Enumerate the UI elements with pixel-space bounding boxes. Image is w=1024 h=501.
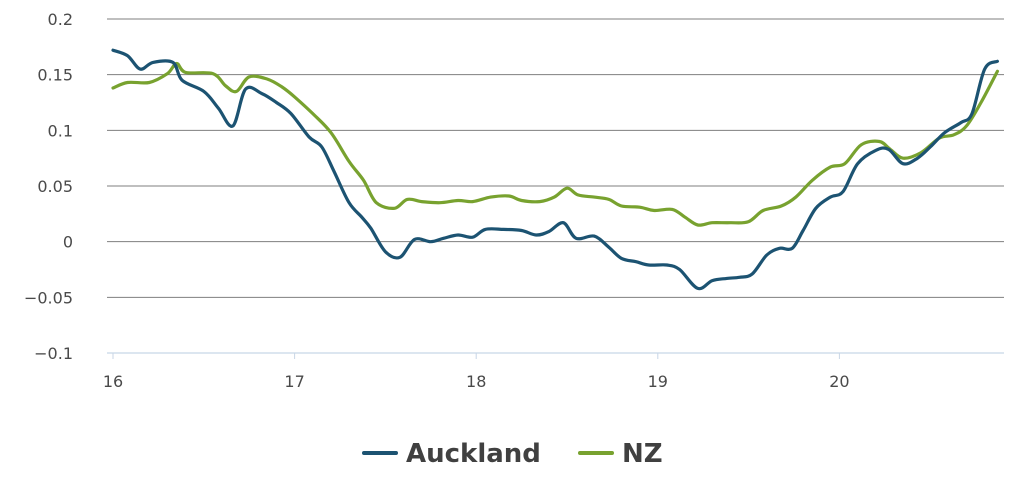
y-tick-label: 0.2: [48, 10, 73, 29]
legend-label-auckland: Auckland: [406, 439, 541, 469]
series-line-nz: [111, 61, 999, 227]
x-tick-label: 18: [466, 372, 486, 391]
y-tick-label: 0.15: [37, 66, 73, 85]
y-axis-ticks: 0.2 0.15 0.1 0.05 0 −0.05 −0.1: [24, 10, 73, 363]
y-tick-label: 0: [63, 233, 73, 252]
series-lines: [111, 48, 999, 291]
legend-label-nz: NZ: [622, 439, 663, 469]
y-tick-label: 0.1: [48, 121, 73, 140]
x-tick-label: 16: [103, 372, 123, 391]
y-tick-label: −0.05: [24, 288, 73, 307]
y-tick-label: 0.05: [37, 177, 73, 196]
x-tick-label: 20: [829, 372, 849, 391]
series-line-auckland: [111, 48, 999, 291]
gridlines: [107, 18, 1004, 354]
legend: Auckland NZ: [362, 439, 663, 469]
y-tick-label: −0.1: [34, 344, 73, 363]
x-tick-label: 19: [648, 372, 668, 391]
x-axis-ticks: 16 17 18 19 20: [103, 353, 850, 391]
x-tick-label: 17: [284, 372, 304, 391]
